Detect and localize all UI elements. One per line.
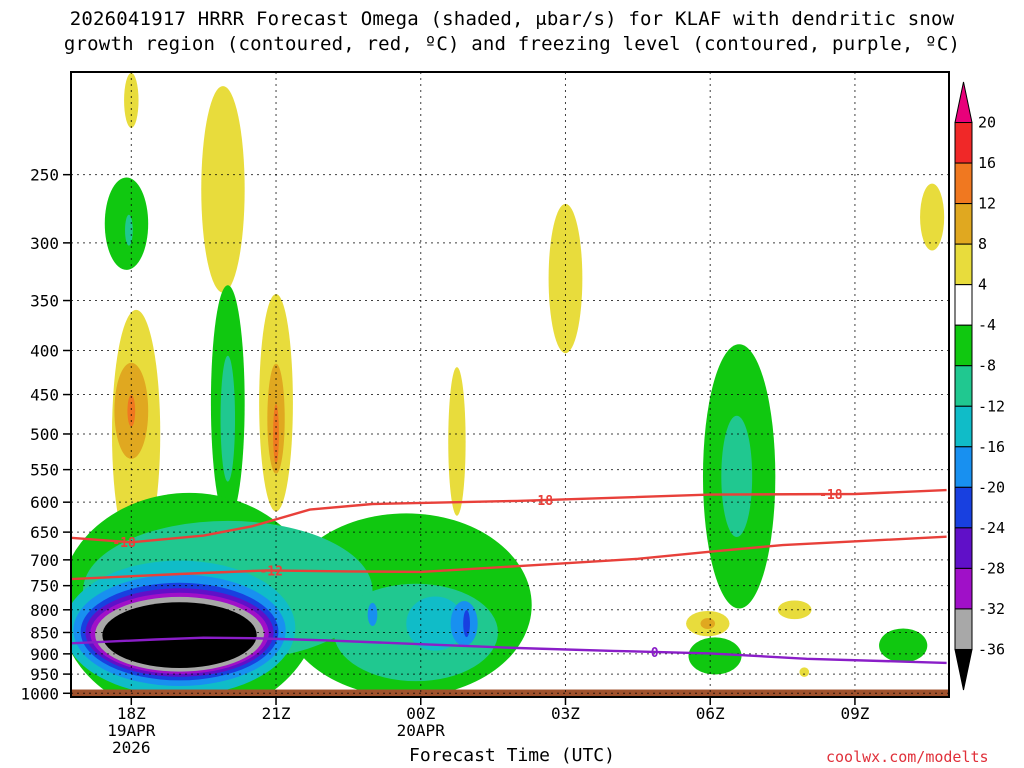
chart-title-line1: 2026041917 HRRR Forecast Omega (shaded, …: [69, 8, 955, 30]
dendritic-contour--18-label: -18: [112, 536, 136, 551]
colorbar-segment: [954, 608, 973, 650]
y-tick-label: 850: [30, 623, 59, 642]
x-tick-label: 03Z: [551, 704, 580, 723]
colorbar-label: 16: [978, 154, 996, 172]
omega-region-4: [799, 667, 810, 677]
y-tick-label: 800: [30, 601, 59, 620]
x-tick-date-label: 19APR: [107, 721, 156, 740]
y-tick-label: 300: [30, 234, 59, 253]
x-tick-label: 09Z: [840, 704, 869, 723]
y-tick-label: 500: [30, 425, 59, 444]
gridlines: [71, 72, 949, 697]
y-tick-label: 450: [30, 386, 59, 405]
colorbar-label: 20: [978, 114, 996, 132]
omega-region--16: [367, 602, 378, 626]
colorbar-label: -28: [978, 559, 1005, 577]
y-tick-label: 550: [30, 461, 59, 480]
colorbar-label: 12: [978, 195, 996, 213]
y-tick-label: 900: [30, 645, 59, 664]
colorbar-label: -16: [978, 438, 1005, 456]
x-tick-year-label: 2026: [112, 738, 151, 757]
omega-region-4: [548, 203, 583, 354]
omega-region-4: [920, 183, 945, 251]
colorbar-label: -4: [978, 316, 996, 334]
y-tick-label: 600: [30, 493, 59, 512]
x-axis-label: Forecast Time (UTC): [409, 745, 615, 766]
y-tick-label: 750: [30, 577, 59, 596]
colorbar-segment: [954, 284, 973, 326]
pressure-axis: 250 300 350 400 450 500 550 600 650 700 750 800 850 9…: [20, 166, 71, 703]
dendritic-contour--18-label: -18: [819, 488, 843, 503]
credit-text: coolwx.com/modelts: [826, 748, 989, 766]
colorbar-segment: [954, 405, 973, 448]
dendritic-contour--12-label: -12: [259, 564, 282, 579]
omega-region-4: [201, 86, 245, 293]
dendritic-contour--18: [71, 488, 947, 544]
colorbar-segment: [954, 365, 973, 407]
omega-region--20: [463, 610, 470, 638]
colorbar-label: 8: [978, 235, 987, 253]
omega-region--8: [721, 415, 753, 538]
omega-region--4: [879, 628, 928, 663]
omega-region--4: [688, 637, 742, 675]
omega-region-8: [700, 618, 716, 629]
colorbar-label: -36: [978, 640, 1005, 658]
x-tick-label: 06Z: [696, 704, 725, 723]
y-tick-label: 400: [30, 341, 59, 360]
colorbar-label: -24: [978, 519, 1005, 537]
colorbar-segment: [954, 203, 973, 245]
omega-region-4: [124, 73, 139, 128]
colorbar-segment: [954, 486, 973, 529]
omega-region--8: [220, 355, 236, 482]
y-tick-label: 700: [30, 551, 59, 570]
colorbar-segment: [954, 324, 973, 367]
omega-region-12: [127, 394, 136, 427]
omega-region--36: [102, 602, 257, 668]
colorbar-bottom-triangle: [954, 648, 973, 691]
colorbar-label: -12: [978, 397, 1005, 415]
x-tick-date-label: 20APR: [397, 721, 446, 740]
colorbar-segment: [954, 567, 973, 610]
freezing-level-contour: [71, 636, 947, 665]
omega-region-4: [777, 600, 812, 620]
y-tick-label: 650: [30, 523, 59, 542]
colorbar-top-triangle: [954, 81, 973, 124]
y-tick-label: 1000: [20, 684, 59, 703]
colorbar-segment: [954, 243, 973, 286]
dendritic-contour--12: [71, 535, 947, 581]
colorbar-label: 4: [978, 276, 987, 294]
colorbar-label: -8: [978, 357, 996, 375]
freezing-level-contour-label: 0: [651, 646, 659, 661]
omega-colorbar: 20 16 12 8 4 -4 -8 -12 -16 -20 -24 -28 -32 -36: [954, 81, 1005, 691]
y-tick-label: 350: [30, 292, 59, 311]
colorbar-segment: [954, 446, 973, 488]
plot-frame: [70, 71, 950, 698]
y-tick-label: 950: [30, 665, 59, 684]
x-tick-label: 18Z: [117, 704, 146, 723]
y-tick-label: 250: [30, 166, 59, 185]
x-tick-label: 00Z: [406, 704, 435, 723]
temperature-contours: -18 -18 -18 -12 0: [71, 488, 947, 665]
colorbar-label: -32: [978, 600, 1005, 618]
omega-region-4: [448, 367, 466, 516]
x-tick-label: 21Z: [262, 704, 291, 723]
omega-shading: [71, 73, 949, 697]
chart-title-line2: growth region (contoured, red, ºC) and f…: [63, 33, 961, 55]
colorbar-segment: [954, 122, 973, 164]
colorbar-label: -20: [978, 478, 1005, 496]
colorbar-segment: [954, 527, 973, 569]
dendritic-contour--18-label: -18: [530, 494, 554, 509]
colorbar-segment: [954, 162, 973, 205]
